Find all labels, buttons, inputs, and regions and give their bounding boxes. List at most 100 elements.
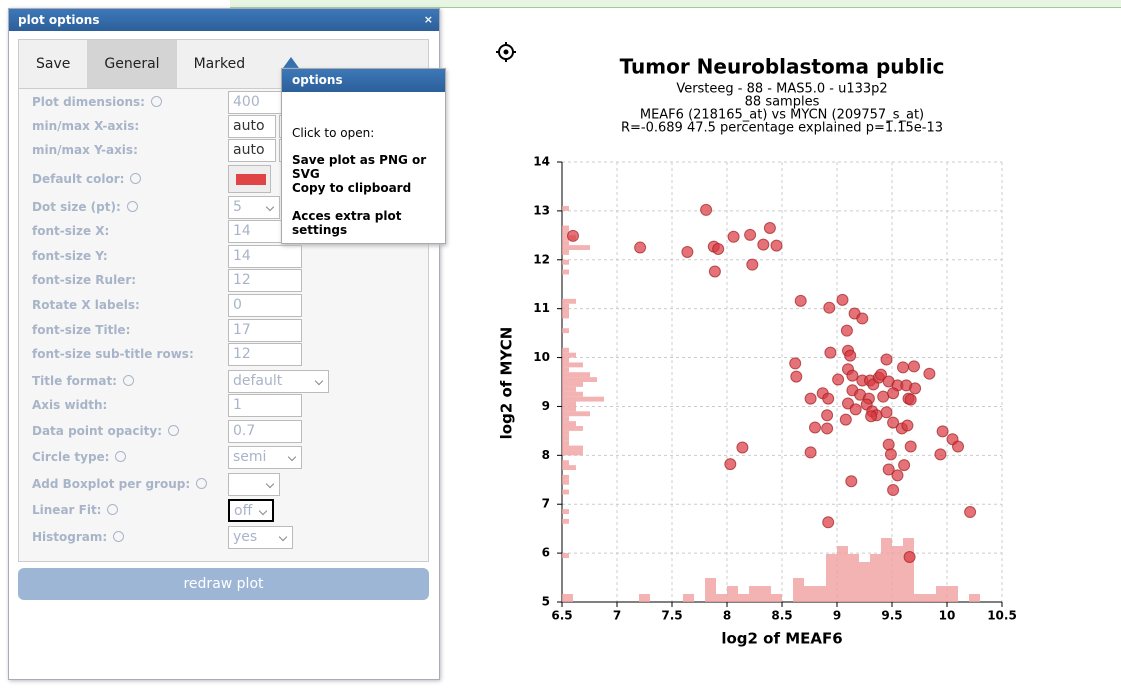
histogram-bar: [562, 553, 569, 558]
input-value: 14: [233, 248, 251, 264]
data-point: [952, 440, 964, 453]
field-row: Rotate X labels: 0: [32, 294, 428, 317]
histogram-bar: [562, 406, 576, 412]
select-value: semi: [233, 449, 267, 465]
info-icon: [122, 375, 134, 386]
info-icon: [130, 173, 142, 184]
field-label: Add Boxplot per group:: [32, 477, 191, 491]
x-tick-label: 10.5: [987, 609, 1017, 623]
histogram-bar: [562, 450, 583, 456]
info-icon: [115, 451, 127, 462]
input[interactable]: 1: [228, 394, 302, 417]
data-point: [746, 258, 759, 271]
histogram-bar: [562, 230, 569, 236]
field-label: Linear Fit:: [32, 503, 102, 517]
data-point: [934, 448, 947, 461]
histogram-bar: [749, 586, 760, 602]
data-point: [708, 265, 721, 278]
histogram-bar: [848, 554, 859, 602]
data-point: [839, 413, 852, 426]
popup-item[interactable]: Acces extra plot settings: [292, 209, 402, 237]
popup-item[interactable]: Save plot as PNG or SVG: [292, 153, 427, 181]
data-point: [891, 469, 904, 482]
select[interactable]: yes: [228, 526, 293, 549]
histogram-bar: [562, 206, 569, 211]
data-point: [887, 484, 900, 497]
data-point: [877, 390, 890, 403]
histogram-bar: [914, 594, 925, 602]
target-icon[interactable]: [496, 42, 516, 62]
color-swatch: [236, 174, 266, 185]
histogram-bar: [716, 594, 727, 602]
data-point: [681, 245, 694, 258]
histogram-bar: [562, 518, 569, 524]
field-row: Default color:: [32, 165, 428, 193]
tab[interactable]: Marked: [193, 56, 246, 72]
popup-item[interactable]: Copy to clipboard: [292, 181, 412, 195]
histogram-bar: [562, 474, 569, 480]
histogram-bar: [925, 594, 936, 602]
data-point: [840, 324, 853, 337]
data-point: [804, 392, 817, 405]
data-point: [724, 458, 737, 471]
tab[interactable]: General: [87, 40, 177, 88]
histogram-bar: [562, 328, 569, 334]
histogram-bar: [683, 594, 694, 602]
select-value: default: [233, 373, 283, 389]
panel-title: plot options: [18, 13, 100, 27]
select[interactable]: 5: [228, 196, 280, 219]
histogram-bar: [892, 546, 903, 602]
histogram-bar: [562, 352, 576, 358]
input[interactable]: auto: [228, 115, 276, 138]
select[interactable]: default: [228, 370, 329, 393]
input[interactable]: auto: [228, 139, 276, 162]
histogram-bar: [947, 586, 958, 602]
input-value: auto: [233, 142, 265, 158]
field-row: font-size Ruler: 12: [32, 269, 428, 292]
histogram-bar: [562, 367, 569, 373]
color-picker[interactable]: [228, 165, 271, 193]
close-button[interactable]: ×: [423, 13, 433, 26]
data-point: [904, 393, 917, 406]
data-point: [821, 409, 834, 422]
histogram-bar: [804, 586, 815, 602]
histogram-bar: [562, 245, 590, 250]
input[interactable]: 14: [228, 245, 302, 268]
input[interactable]: 12: [228, 343, 302, 366]
histogram-bar: [562, 391, 583, 397]
select[interactable]: [228, 473, 280, 496]
data-point: [849, 403, 862, 416]
field-row: Title format: default: [32, 370, 428, 393]
input[interactable]: 0: [228, 294, 302, 317]
field-label: Data point opacity:: [32, 424, 162, 438]
data-point: [790, 370, 803, 383]
select-value: 5: [233, 199, 242, 215]
data-point: [822, 392, 835, 405]
field-label: Circle type:: [32, 450, 110, 464]
x-axis-label: log2 of MEAF6: [721, 630, 842, 648]
field-row: Circle type: semi: [32, 446, 428, 469]
tab[interactable]: Save: [36, 56, 71, 72]
histogram-bar: [562, 303, 569, 309]
histogram-bar: [870, 554, 881, 602]
input[interactable]: 12: [228, 269, 302, 292]
histogram-bar: [562, 479, 569, 485]
select[interactable]: semi: [228, 446, 302, 469]
input[interactable]: 17: [228, 319, 302, 342]
field-label: Histogram:: [32, 530, 108, 544]
histogram-bar: [562, 445, 583, 451]
field-label: font-size Y:: [32, 249, 108, 263]
select[interactable]: off: [228, 499, 274, 522]
redraw-button[interactable]: redraw plot: [18, 568, 429, 600]
input[interactable]: 0.7: [228, 420, 302, 443]
input-value: 1: [233, 397, 242, 413]
histogram-bar: [562, 426, 583, 431]
data-point: [757, 238, 770, 251]
y-tick-label: 8: [542, 448, 550, 462]
histogram-bar: [562, 250, 569, 255]
panel-header: plot options ×: [9, 9, 439, 31]
field-label: Default color:: [32, 172, 125, 186]
histogram-bar: [562, 362, 583, 368]
histogram-bar: [793, 578, 804, 602]
data-point: [923, 367, 936, 380]
